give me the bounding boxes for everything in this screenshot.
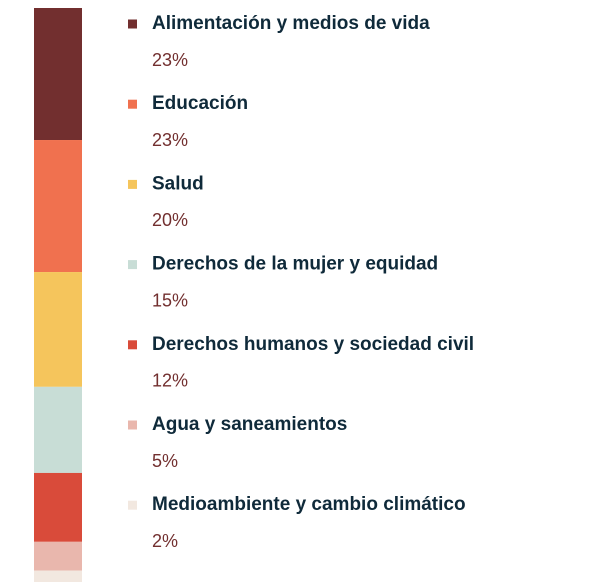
value-label: 12% xyxy=(152,371,188,391)
legend-label: Agua y saneamientos xyxy=(152,414,347,435)
legend-swatch xyxy=(128,500,137,510)
legend-swatch xyxy=(128,19,137,29)
bar-segment xyxy=(34,272,82,387)
bar-segment xyxy=(34,386,82,473)
bar-segment xyxy=(34,541,82,571)
value-label: 5% xyxy=(152,451,178,471)
legend-label: Derechos de la mujer y equidad xyxy=(152,254,438,275)
legend-swatch xyxy=(128,420,137,430)
value-label: 23% xyxy=(152,130,188,150)
value-label: 15% xyxy=(152,290,188,310)
value-label: 2% xyxy=(152,531,178,551)
legend-label: Salud xyxy=(152,173,204,194)
bar-segment xyxy=(34,140,82,273)
legend-swatch xyxy=(128,260,137,270)
value-label: 23% xyxy=(152,50,188,70)
legend-label: Medioambiente y cambio climático xyxy=(152,494,466,515)
legend-swatch xyxy=(128,179,137,189)
bar-segment xyxy=(34,472,82,542)
value-label: 20% xyxy=(152,210,188,230)
legend-label: Derechos humanos y sociedad civil xyxy=(152,334,474,355)
legend-label: Educación xyxy=(152,93,248,114)
legend-swatch xyxy=(128,340,137,350)
legend-swatch xyxy=(128,99,137,109)
bar-segment xyxy=(34,8,82,141)
legend-label: Alimentación y medios de vida xyxy=(152,13,430,34)
bar-segment xyxy=(34,570,82,582)
